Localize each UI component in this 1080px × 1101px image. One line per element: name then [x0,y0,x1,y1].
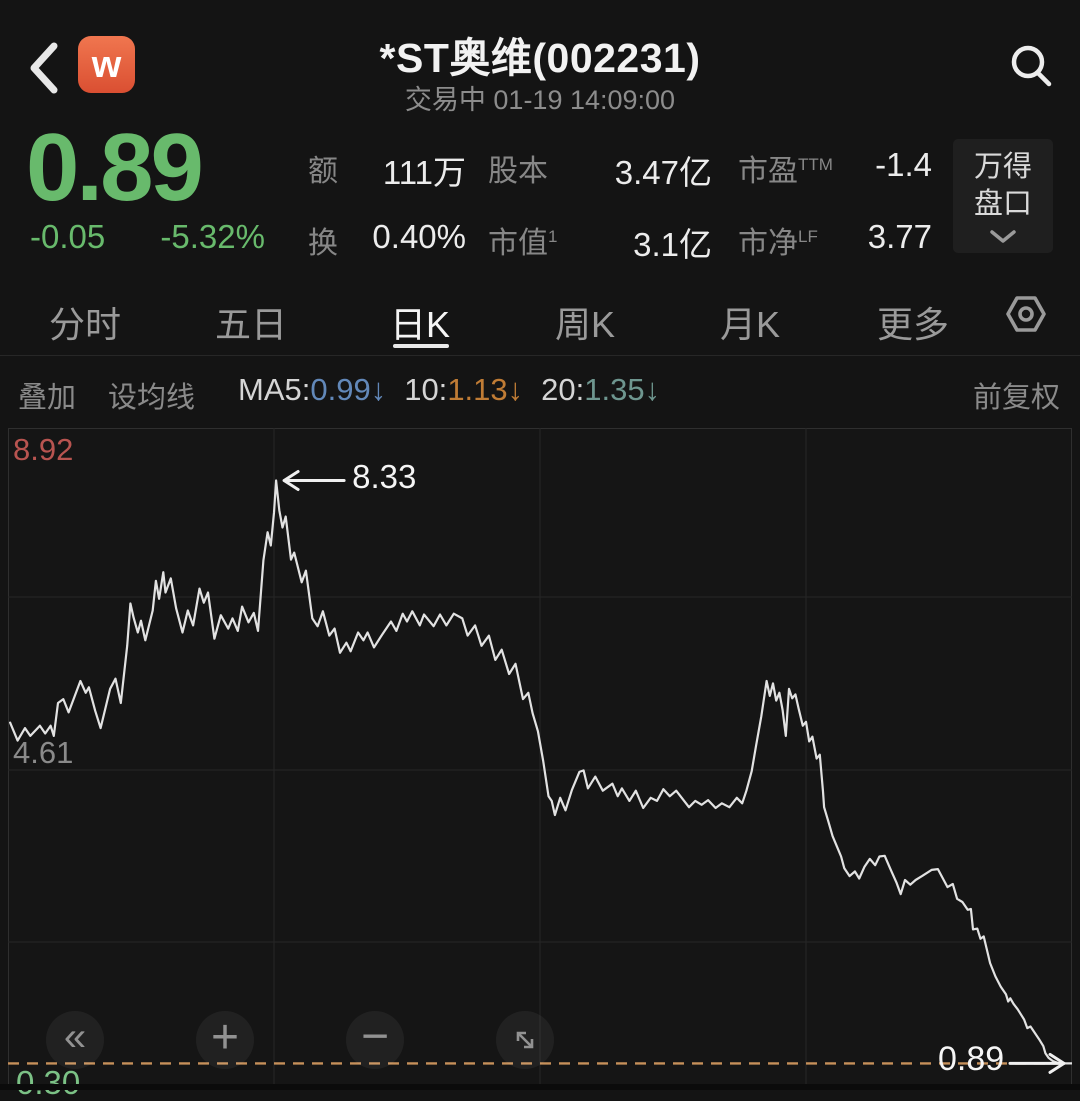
stat-value-shares: 3.47亿 [614,154,712,191]
price-change: -0.05 [30,218,106,255]
tab-more[interactable]: 更多 [876,304,950,345]
ma20-value: 1.35 [584,372,645,407]
plus-icon: + [210,1011,240,1064]
set-ma-button[interactable]: 设均线 [108,382,196,414]
wind-app-logo: w [78,36,135,93]
trading-status: 交易中 01-19 14:09:00 [404,85,676,115]
last-price: 0.89 [26,114,204,221]
tab-weekly-k[interactable]: 周K [554,304,616,345]
stat-label-shares: 股本 [488,155,548,188]
stat-value-amount: 111万 [382,154,466,191]
ma5-value: 0.99 [310,372,371,407]
indicator-bar: 叠加 设均线 MA5:0.99↓ 10:1.13↓ 20:1.35↓ 前复权 [0,356,1080,426]
zoom-out-button[interactable]: − [346,1009,404,1069]
settings-hex-icon [1006,296,1046,332]
bottom-strip [0,1084,1080,1090]
stat-label-amount: 额 [308,155,338,188]
ma20-label: 20: [541,372,585,407]
minus-icon: − [360,1009,390,1063]
chevron-down-icon [990,229,1016,243]
divider [0,355,1080,356]
stat-value-pb: 3.77 [867,218,932,255]
stat-label-mktcap: 市值1 [488,227,558,260]
wind-order-book-button[interactable]: 万得 盘口 [953,139,1053,253]
search-button[interactable] [1008,42,1054,88]
peak-price-annotation: 8.33 [352,458,417,496]
double-chevron-left-icon: « [63,1014,87,1059]
adjust-mode-button[interactable]: 前复权 [972,382,1060,414]
ma10-value: 1.13 [447,372,508,407]
stat-label-turnover: 换 [308,227,338,260]
ma10-down-arrow-icon: ↓ [507,372,524,407]
active-tab-underline [393,344,449,348]
chart-settings-button[interactable] [1002,290,1050,338]
peak-callout-arrow-icon [282,470,346,491]
chevron-left-icon [30,42,58,94]
stat-value-mktcap: 3.1亿 [633,226,712,263]
ma5-down-arrow-icon: ↓ [370,372,387,407]
axis-label-low: 0.30 [16,1064,81,1101]
zoom-in-button[interactable]: + [196,1011,254,1069]
rewind-button[interactable]: « [46,1011,104,1069]
ma20-down-arrow-icon: ↓ [644,372,661,407]
page-title: *ST奥维(002231) [379,35,701,81]
ma-readout: MA5:0.99↓ 10:1.13↓ 20:1.35↓ [238,372,660,408]
ma10-label: 10: [404,372,448,407]
expand-diagonal-icon [516,1031,534,1049]
overlay-button[interactable]: 叠加 [18,382,77,414]
tab-monthly-k[interactable]: 月K [719,304,781,345]
axis-label-mid: 4.61 [13,735,74,770]
stat-value-pe: -1.4 [875,146,932,183]
last-price-arrow-icon [1008,1052,1066,1074]
panel-button-line2: 盘口 [973,187,1032,220]
tab-daily-k[interactable]: 日K [389,304,451,345]
tab-intraday[interactable]: 分时 [48,304,122,345]
stat-label-pb: 市净LF [738,227,818,260]
logo-letter: w [91,43,122,86]
chart-period-tabbar: 分时 五日 日K 周K 月K 更多 [0,282,1080,354]
price-chart-svg [8,428,1074,1091]
price-change-pct: -5.32% [160,218,265,255]
tab-five-day[interactable]: 五日 [214,304,288,345]
expand-button[interactable] [496,1011,554,1069]
panel-button-line1: 万得 [973,150,1032,183]
back-button[interactable] [22,38,66,98]
stat-value-turnover: 0.40% [372,218,466,255]
price-change-row: -0.05 -5.32% [30,218,265,256]
search-icon [1011,45,1052,87]
price-chart-canvas[interactable]: 8.92 4.61 0.30 8.33 0.89 [8,428,1074,1101]
axis-label-high: 8.92 [13,432,74,467]
ma5-label: MA5: [238,372,311,407]
price-line [8,479,1074,1065]
stat-label-pe: 市盈TTM [738,155,833,188]
last-price-annotation: 0.89 [938,1040,1005,1079]
